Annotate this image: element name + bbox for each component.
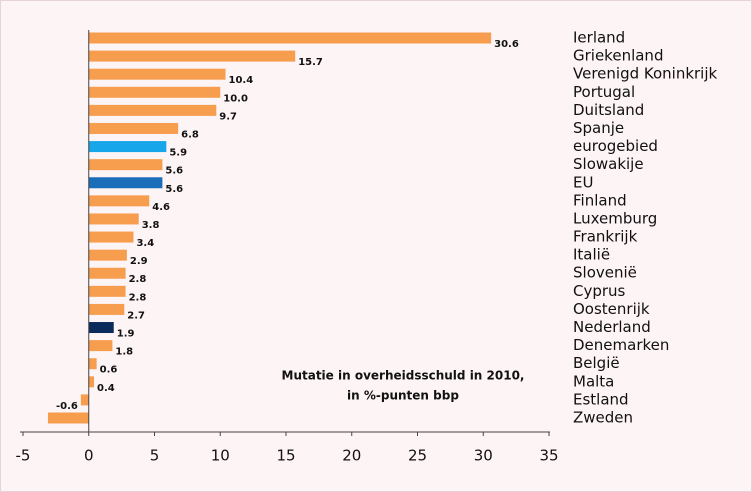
category-label: EU xyxy=(573,173,593,191)
value-label: 1.9 xyxy=(117,329,135,340)
bar xyxy=(88,267,126,279)
x-tick-label: 5 xyxy=(150,447,160,465)
bar xyxy=(88,177,163,189)
bar xyxy=(88,231,134,243)
value-label: 3.4 xyxy=(136,238,154,249)
bar xyxy=(88,122,179,134)
bar xyxy=(80,394,89,406)
category-label: België xyxy=(573,354,620,372)
x-tick-label: 30 xyxy=(474,447,493,465)
value-label: 5.9 xyxy=(169,148,187,159)
category-label: Slowakije xyxy=(573,155,644,173)
bar xyxy=(47,412,89,424)
bar xyxy=(88,32,492,44)
value-label: 15.7 xyxy=(298,57,323,68)
category-label: Slovenië xyxy=(573,264,637,282)
bar xyxy=(88,159,163,171)
category-label: Oostenrijk xyxy=(573,300,650,318)
bar xyxy=(88,104,217,116)
category-label: Cyprus xyxy=(573,282,626,300)
value-label: 9.7 xyxy=(219,111,237,122)
bar xyxy=(88,195,150,207)
value-label: 2.7 xyxy=(127,310,145,321)
category-label: Verenigd Koninkrijk xyxy=(573,65,718,83)
category-label: Denemarken xyxy=(573,336,669,354)
bar xyxy=(88,340,113,352)
bar xyxy=(88,68,226,80)
x-tick-label: 20 xyxy=(342,447,361,465)
value-label: 4.6 xyxy=(152,202,170,213)
bar xyxy=(88,249,127,261)
category-label: Frankrijk xyxy=(573,228,638,246)
bar xyxy=(88,50,296,62)
category-label: Ierland xyxy=(573,29,625,47)
category-label: Finland xyxy=(573,191,627,209)
category-label: Spanje xyxy=(573,119,624,137)
x-tick-label: 35 xyxy=(539,447,558,465)
category-label: Griekenland xyxy=(573,47,663,65)
bar xyxy=(88,376,95,388)
value-label: 30.6 xyxy=(494,39,519,50)
value-label: 2.8 xyxy=(129,274,147,285)
value-label: 10.4 xyxy=(229,75,254,86)
value-label: 6.8 xyxy=(181,129,199,140)
value-label: 2.8 xyxy=(129,292,147,303)
category-label: Portugal xyxy=(573,83,635,101)
value-label: 2.9 xyxy=(130,256,148,267)
value-label: 5.6 xyxy=(165,166,183,177)
x-tick-label: 0 xyxy=(84,447,94,465)
category-label: Duitsland xyxy=(573,101,644,119)
bar xyxy=(88,141,167,153)
x-tick-label: -5 xyxy=(16,447,31,465)
value-label: -0.6 xyxy=(56,401,78,412)
category-label: Italië xyxy=(573,246,610,264)
bar xyxy=(88,322,114,334)
bar xyxy=(88,358,97,370)
value-label: 0.4 xyxy=(97,383,115,394)
category-label: Nederland xyxy=(573,318,651,336)
bar xyxy=(88,213,139,225)
bar xyxy=(88,285,126,297)
x-tick-label: 25 xyxy=(408,447,427,465)
x-tick-label: 15 xyxy=(276,447,295,465)
value-label: 0.6 xyxy=(100,365,118,376)
value-label: 10.0 xyxy=(223,93,248,104)
value-label: 1.8 xyxy=(115,347,133,358)
category-label: Malta xyxy=(573,372,614,390)
value-label: 5.6 xyxy=(165,184,183,195)
category-label: eurogebied xyxy=(573,137,658,155)
value-label: 3.8 xyxy=(142,220,160,231)
x-tick-label: 10 xyxy=(211,447,230,465)
bar xyxy=(88,86,221,98)
annotation: Mutatie in overheidsschuld in 2010, xyxy=(282,369,525,383)
bar xyxy=(88,303,125,315)
category-label: Zweden xyxy=(573,409,633,427)
annotation: in %-punten bbp xyxy=(347,389,459,403)
category-label: Estland xyxy=(573,390,629,408)
category-label: Luxemburg xyxy=(573,209,657,227)
